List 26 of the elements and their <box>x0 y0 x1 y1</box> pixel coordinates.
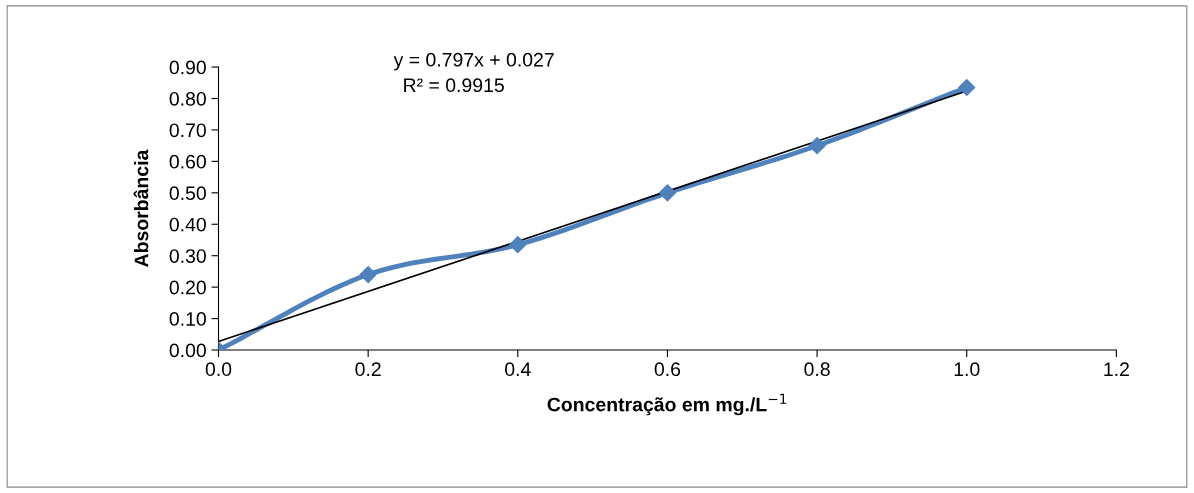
y-axis-title: Absorbância <box>133 149 149 267</box>
y-tick-label: 0.30 <box>169 249 206 263</box>
y-tick-label: 0.50 <box>169 186 206 201</box>
x-tick-label: 0.4 <box>505 362 531 377</box>
x-tick-label: 0.0 <box>205 362 232 377</box>
y-tick-label: 0.00 <box>169 343 206 358</box>
x-tick-label: 1.2 <box>1104 362 1129 376</box>
annotation: y = 0.797x + 0.027 <box>393 52 554 71</box>
point <box>509 236 527 254</box>
point <box>808 137 826 155</box>
y-tick-label: 0.20 <box>169 280 206 295</box>
y-tick-label: 0.80 <box>169 91 206 106</box>
point <box>359 266 377 284</box>
y-tick-label: 0.10 <box>169 312 206 326</box>
x-axis-title: Concentração em mg./L$^{−1}$ <box>547 393 787 416</box>
x-tick-label: 0.2 <box>355 362 381 377</box>
x-tick-label: 0.6 <box>654 362 681 377</box>
annotation: R² = 0.9915 <box>404 78 504 93</box>
x-tick-label: 0.8 <box>804 362 830 377</box>
point <box>958 78 976 97</box>
y-tick-label: 0.70 <box>169 123 206 138</box>
y-tick-label: 0.90 <box>169 60 206 75</box>
y-tick-label: 0.40 <box>169 217 206 232</box>
y-tick-label: 0.60 <box>169 154 206 169</box>
point <box>658 184 676 202</box>
x-tick-label: 1.0 <box>954 362 980 377</box>
